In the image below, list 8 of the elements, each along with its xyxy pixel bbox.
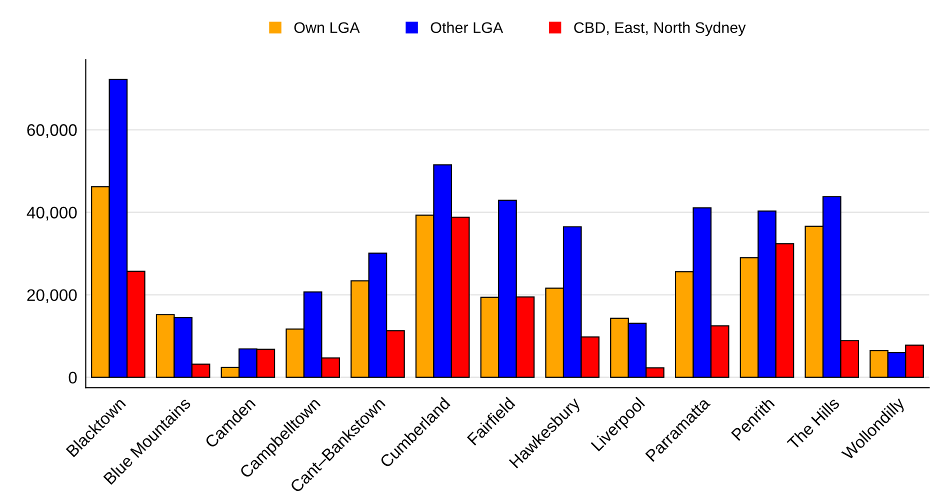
y-tick-label: 20,000: [27, 289, 77, 303]
legend-label: Own LGA: [294, 22, 360, 34]
y-tick-label: 40,000: [26, 206, 77, 220]
y-tick-label: 60,000: [27, 124, 77, 138]
y-tick-label: 0: [68, 372, 77, 384]
legend-label: Other LGA: [430, 22, 504, 34]
legend-label: CBD, East, North Sydney: [574, 22, 746, 36]
x-tick-label: The Hills: [786, 396, 840, 450]
